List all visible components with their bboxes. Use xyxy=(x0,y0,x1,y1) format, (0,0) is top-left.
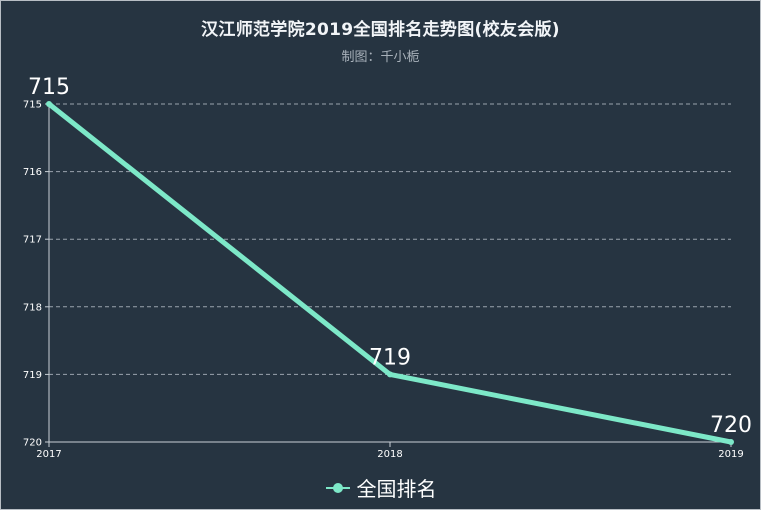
chart-title: 汉江师范学院2019全国排名走势图(校友会版) xyxy=(201,20,560,40)
legend[interactable]: 全国排名 xyxy=(1,473,760,502)
y-tick-label: 718 xyxy=(23,302,42,313)
y-tick-label: 716 xyxy=(23,167,42,178)
y-tick-label: 715 xyxy=(23,100,42,111)
data-point xyxy=(387,371,393,378)
series-line xyxy=(46,101,734,445)
data-label: 715 xyxy=(28,75,70,100)
data-label: 720 xyxy=(710,413,752,438)
legend-series-label: 全国排名 xyxy=(356,477,437,501)
x-tick-label: 2019 xyxy=(718,449,743,460)
series-layer xyxy=(46,101,734,445)
y-tick-label: 717 xyxy=(23,235,42,246)
y-tick-label: 719 xyxy=(23,370,42,381)
grid-lines xyxy=(49,103,731,375)
data-point xyxy=(46,101,52,107)
data-labels: 715 719 720 xyxy=(28,75,752,438)
data-point xyxy=(728,439,734,445)
x-tick-label: 2018 xyxy=(377,449,402,460)
y-tick-label: 720 xyxy=(23,438,42,449)
x-tick-label: 2017 xyxy=(36,449,61,460)
chart-subtitle: 制图：千小栀 xyxy=(341,50,420,65)
legend-line-icon xyxy=(325,482,350,493)
data-label: 719 xyxy=(369,345,411,370)
